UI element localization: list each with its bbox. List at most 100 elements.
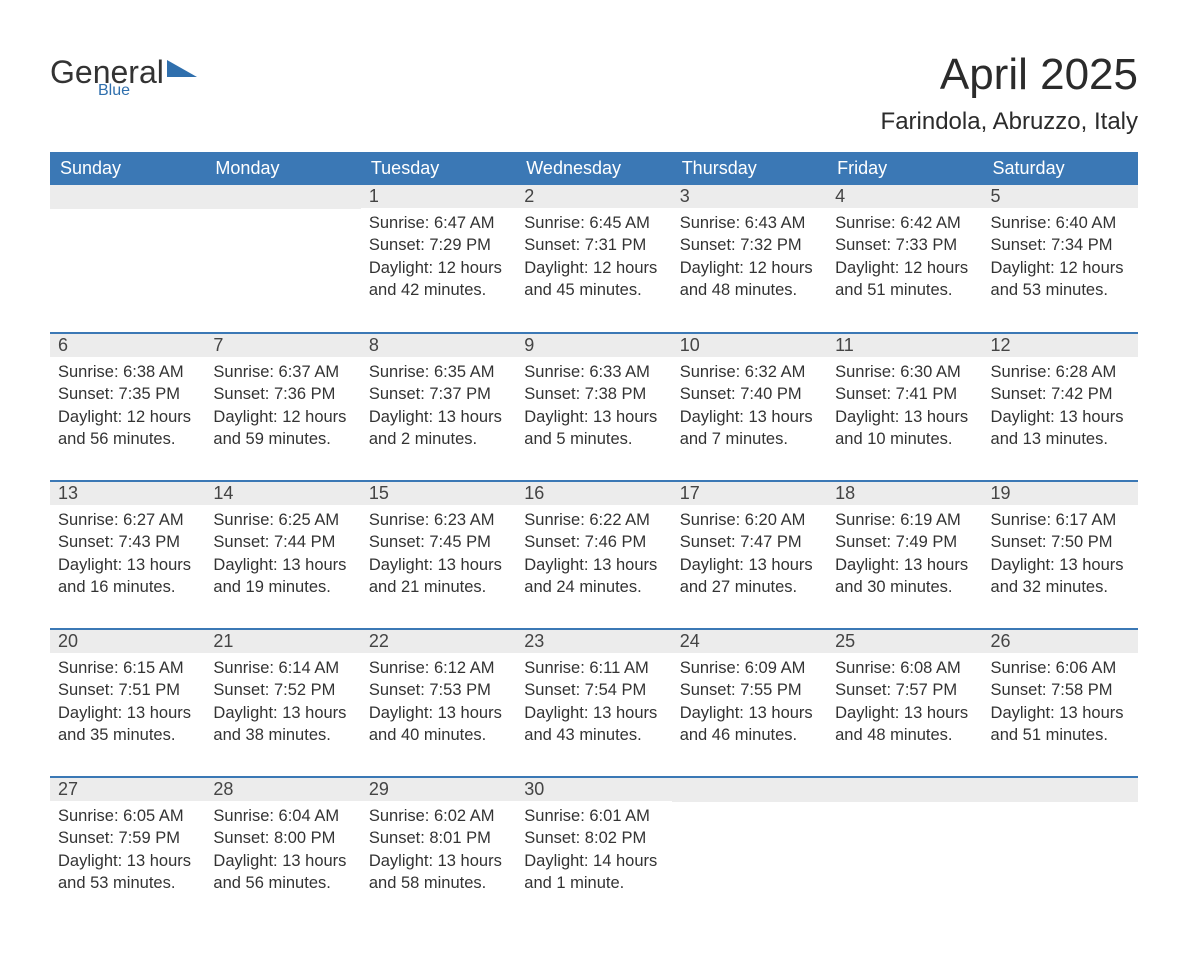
- weekday-header: Saturday: [983, 152, 1138, 185]
- calendar-cell: 14Sunrise: 6:25 AMSunset: 7:44 PMDayligh…: [205, 481, 360, 629]
- day-number: 29: [361, 778, 516, 801]
- day-body: [205, 209, 360, 221]
- sunrise-text: Sunrise: 6:20 AM: [680, 509, 819, 531]
- calendar-cell: [983, 777, 1138, 925]
- daylight-text: Daylight: 13 hours and 2 minutes.: [369, 406, 508, 451]
- day-body: Sunrise: 6:02 AMSunset: 8:01 PMDaylight:…: [361, 801, 516, 902]
- day-number: 15: [361, 482, 516, 505]
- sunrise-text: Sunrise: 6:11 AM: [524, 657, 663, 679]
- day-number: 12: [983, 334, 1138, 357]
- calendar-cell: [205, 185, 360, 333]
- day-body: [983, 802, 1138, 814]
- calendar-cell: 10Sunrise: 6:32 AMSunset: 7:40 PMDayligh…: [672, 333, 827, 481]
- calendar-cell: 29Sunrise: 6:02 AMSunset: 8:01 PMDayligh…: [361, 777, 516, 925]
- day-number: 14: [205, 482, 360, 505]
- sunrise-text: Sunrise: 6:02 AM: [369, 805, 508, 827]
- sunrise-text: Sunrise: 6:43 AM: [680, 212, 819, 234]
- day-number: [50, 185, 205, 209]
- sunset-text: Sunset: 7:34 PM: [991, 234, 1130, 256]
- daylight-text: Daylight: 13 hours and 46 minutes.: [680, 702, 819, 747]
- day-body: Sunrise: 6:22 AMSunset: 7:46 PMDaylight:…: [516, 505, 671, 606]
- calendar-cell: 7Sunrise: 6:37 AMSunset: 7:36 PMDaylight…: [205, 333, 360, 481]
- calendar-cell: 1Sunrise: 6:47 AMSunset: 7:29 PMDaylight…: [361, 185, 516, 333]
- daylight-text: Daylight: 13 hours and 27 minutes.: [680, 554, 819, 599]
- sunrise-text: Sunrise: 6:25 AM: [213, 509, 352, 531]
- sunrise-text: Sunrise: 6:14 AM: [213, 657, 352, 679]
- daylight-text: Daylight: 13 hours and 24 minutes.: [524, 554, 663, 599]
- daylight-text: Daylight: 13 hours and 58 minutes.: [369, 850, 508, 895]
- day-number: 27: [50, 778, 205, 801]
- sunrise-text: Sunrise: 6:40 AM: [991, 212, 1130, 234]
- day-body: Sunrise: 6:01 AMSunset: 8:02 PMDaylight:…: [516, 801, 671, 902]
- daylight-text: Daylight: 12 hours and 45 minutes.: [524, 257, 663, 302]
- sunset-text: Sunset: 7:37 PM: [369, 383, 508, 405]
- sunrise-text: Sunrise: 6:22 AM: [524, 509, 663, 531]
- calendar-cell: 27Sunrise: 6:05 AMSunset: 7:59 PMDayligh…: [50, 777, 205, 925]
- day-body: Sunrise: 6:20 AMSunset: 7:47 PMDaylight:…: [672, 505, 827, 606]
- day-body: Sunrise: 6:43 AMSunset: 7:32 PMDaylight:…: [672, 208, 827, 309]
- day-body: Sunrise: 6:11 AMSunset: 7:54 PMDaylight:…: [516, 653, 671, 754]
- day-body: Sunrise: 6:23 AMSunset: 7:45 PMDaylight:…: [361, 505, 516, 606]
- calendar-cell: 17Sunrise: 6:20 AMSunset: 7:47 PMDayligh…: [672, 481, 827, 629]
- weekday-header: Sunday: [50, 152, 205, 185]
- day-body: Sunrise: 6:19 AMSunset: 7:49 PMDaylight:…: [827, 505, 982, 606]
- day-body: Sunrise: 6:05 AMSunset: 7:59 PMDaylight:…: [50, 801, 205, 902]
- calendar-week-row: 20Sunrise: 6:15 AMSunset: 7:51 PMDayligh…: [50, 629, 1138, 777]
- sunset-text: Sunset: 7:32 PM: [680, 234, 819, 256]
- day-number: 28: [205, 778, 360, 801]
- calendar-cell: 25Sunrise: 6:08 AMSunset: 7:57 PMDayligh…: [827, 629, 982, 777]
- day-body: [50, 209, 205, 221]
- day-number: 5: [983, 185, 1138, 208]
- daylight-text: Daylight: 13 hours and 56 minutes.: [213, 850, 352, 895]
- day-number: 16: [516, 482, 671, 505]
- sunset-text: Sunset: 8:00 PM: [213, 827, 352, 849]
- sunrise-text: Sunrise: 6:19 AM: [835, 509, 974, 531]
- day-body: Sunrise: 6:38 AMSunset: 7:35 PMDaylight:…: [50, 357, 205, 458]
- sunset-text: Sunset: 7:57 PM: [835, 679, 974, 701]
- daylight-text: Daylight: 13 hours and 38 minutes.: [213, 702, 352, 747]
- calendar-cell: 6Sunrise: 6:38 AMSunset: 7:35 PMDaylight…: [50, 333, 205, 481]
- calendar-cell: 16Sunrise: 6:22 AMSunset: 7:46 PMDayligh…: [516, 481, 671, 629]
- sunrise-text: Sunrise: 6:06 AM: [991, 657, 1130, 679]
- day-body: [827, 802, 982, 814]
- day-number: 23: [516, 630, 671, 653]
- sunset-text: Sunset: 7:36 PM: [213, 383, 352, 405]
- day-number: 2: [516, 185, 671, 208]
- day-number: [827, 778, 982, 802]
- day-number: 20: [50, 630, 205, 653]
- sunrise-text: Sunrise: 6:30 AM: [835, 361, 974, 383]
- sunrise-text: Sunrise: 6:04 AM: [213, 805, 352, 827]
- calendar-cell: 4Sunrise: 6:42 AMSunset: 7:33 PMDaylight…: [827, 185, 982, 333]
- day-body: Sunrise: 6:28 AMSunset: 7:42 PMDaylight:…: [983, 357, 1138, 458]
- weekday-header: Monday: [205, 152, 360, 185]
- day-number: 24: [672, 630, 827, 653]
- day-number: 7: [205, 334, 360, 357]
- calendar-cell: 22Sunrise: 6:12 AMSunset: 7:53 PMDayligh…: [361, 629, 516, 777]
- day-body: Sunrise: 6:30 AMSunset: 7:41 PMDaylight:…: [827, 357, 982, 458]
- daylight-text: Daylight: 13 hours and 35 minutes.: [58, 702, 197, 747]
- calendar-cell: 26Sunrise: 6:06 AMSunset: 7:58 PMDayligh…: [983, 629, 1138, 777]
- calendar-cell: 24Sunrise: 6:09 AMSunset: 7:55 PMDayligh…: [672, 629, 827, 777]
- day-body: Sunrise: 6:14 AMSunset: 7:52 PMDaylight:…: [205, 653, 360, 754]
- day-number: [983, 778, 1138, 802]
- calendar-week-row: 6Sunrise: 6:38 AMSunset: 7:35 PMDaylight…: [50, 333, 1138, 481]
- weekday-header: Wednesday: [516, 152, 671, 185]
- sunrise-text: Sunrise: 6:23 AM: [369, 509, 508, 531]
- page-header: General Blue April 2025 Farindola, Abruz…: [50, 50, 1138, 136]
- sunset-text: Sunset: 7:33 PM: [835, 234, 974, 256]
- sunset-text: Sunset: 7:49 PM: [835, 531, 974, 553]
- sunrise-text: Sunrise: 6:09 AM: [680, 657, 819, 679]
- calendar-cell: 9Sunrise: 6:33 AMSunset: 7:38 PMDaylight…: [516, 333, 671, 481]
- logo: General Blue: [50, 50, 197, 100]
- calendar-cell: [50, 185, 205, 333]
- sunrise-text: Sunrise: 6:47 AM: [369, 212, 508, 234]
- sunset-text: Sunset: 7:29 PM: [369, 234, 508, 256]
- weekday-header: Friday: [827, 152, 982, 185]
- calendar-cell: 18Sunrise: 6:19 AMSunset: 7:49 PMDayligh…: [827, 481, 982, 629]
- day-body: Sunrise: 6:06 AMSunset: 7:58 PMDaylight:…: [983, 653, 1138, 754]
- day-number: 25: [827, 630, 982, 653]
- calendar-cell: 3Sunrise: 6:43 AMSunset: 7:32 PMDaylight…: [672, 185, 827, 333]
- day-number: 10: [672, 334, 827, 357]
- calendar-cell: 12Sunrise: 6:28 AMSunset: 7:42 PMDayligh…: [983, 333, 1138, 481]
- calendar-cell: 2Sunrise: 6:45 AMSunset: 7:31 PMDaylight…: [516, 185, 671, 333]
